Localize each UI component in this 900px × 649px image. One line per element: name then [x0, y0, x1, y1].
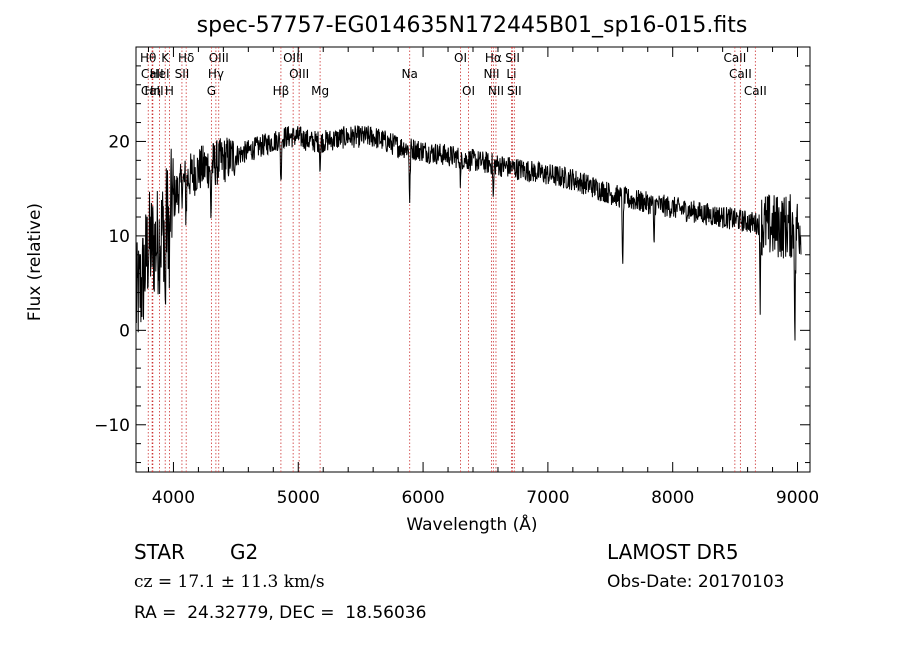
marker-label: Hα: [485, 51, 502, 65]
x-tick-label: 5000: [277, 488, 320, 508]
marker-label: K: [161, 51, 170, 65]
redshift-cz: cz = 17.1 ± 11.3 km/s: [134, 572, 325, 592]
marker-label: Na: [402, 67, 418, 81]
y-tick-label: 0: [119, 321, 130, 341]
chart-title: spec-57757-EG014635N172445B01_sp16-015.f…: [197, 13, 748, 38]
marker-label: NII: [488, 84, 504, 98]
y-tick-label: 20: [108, 132, 130, 152]
x-axis-label: Wavelength (Å): [406, 513, 537, 535]
marker-label: HeI: [150, 67, 170, 81]
marker-label: OIII: [289, 67, 309, 81]
marker-label: Hβ: [273, 84, 290, 98]
spectrum-line: [135, 125, 802, 341]
marker-label: Hθ: [140, 51, 156, 65]
marker-label: OIII: [209, 51, 229, 65]
marker-label: OI: [454, 51, 467, 65]
spectrum-series: [135, 125, 802, 341]
marker-label: Hγ: [208, 67, 224, 81]
marker-label: Mg: [311, 84, 329, 98]
x-tick-label: 4000: [152, 488, 195, 508]
marker-label: H: [165, 84, 174, 98]
y-tick-label: 10: [108, 227, 130, 247]
y-axis-label: Flux (relative): [25, 203, 45, 321]
object-class: STAR: [134, 540, 185, 564]
marker-label: OIII: [283, 51, 303, 65]
marker-label: NII: [483, 67, 499, 81]
x-tick-label: 8000: [651, 488, 694, 508]
survey-name: LAMOST DR5: [607, 540, 739, 564]
axis-ticks: 4000 5000 6000 7000 8000 9000 −10 0 10 20: [94, 46, 819, 508]
x-tick-label: 7000: [526, 488, 569, 508]
marker-label: CaII: [723, 51, 746, 65]
marker-label: CaII: [141, 67, 164, 81]
marker-label: SII: [505, 51, 520, 65]
plot-frame: [135, 46, 811, 473]
marker-label: CaII: [141, 84, 164, 98]
marker-label: OI: [462, 84, 475, 98]
marker-label: SII: [507, 84, 522, 98]
x-tick-label: 6000: [401, 488, 444, 508]
x-tick-label: 9000: [776, 488, 819, 508]
marker-label: Hη: [145, 84, 162, 98]
sky-coordinates: RA = 24.32779, DEC = 18.56036: [134, 603, 427, 623]
marker-label: Li: [506, 67, 516, 81]
object-subclass: G2: [230, 540, 259, 564]
y-tick-label: −10: [94, 416, 130, 436]
marker-label: SII: [175, 67, 190, 81]
marker-label: Hδ: [178, 51, 194, 65]
marker-label: CaII: [729, 67, 752, 81]
observation-date: Obs-Date: 20170103: [607, 572, 785, 592]
marker-label: CaII: [744, 84, 767, 98]
marker-label: G: [207, 84, 216, 98]
